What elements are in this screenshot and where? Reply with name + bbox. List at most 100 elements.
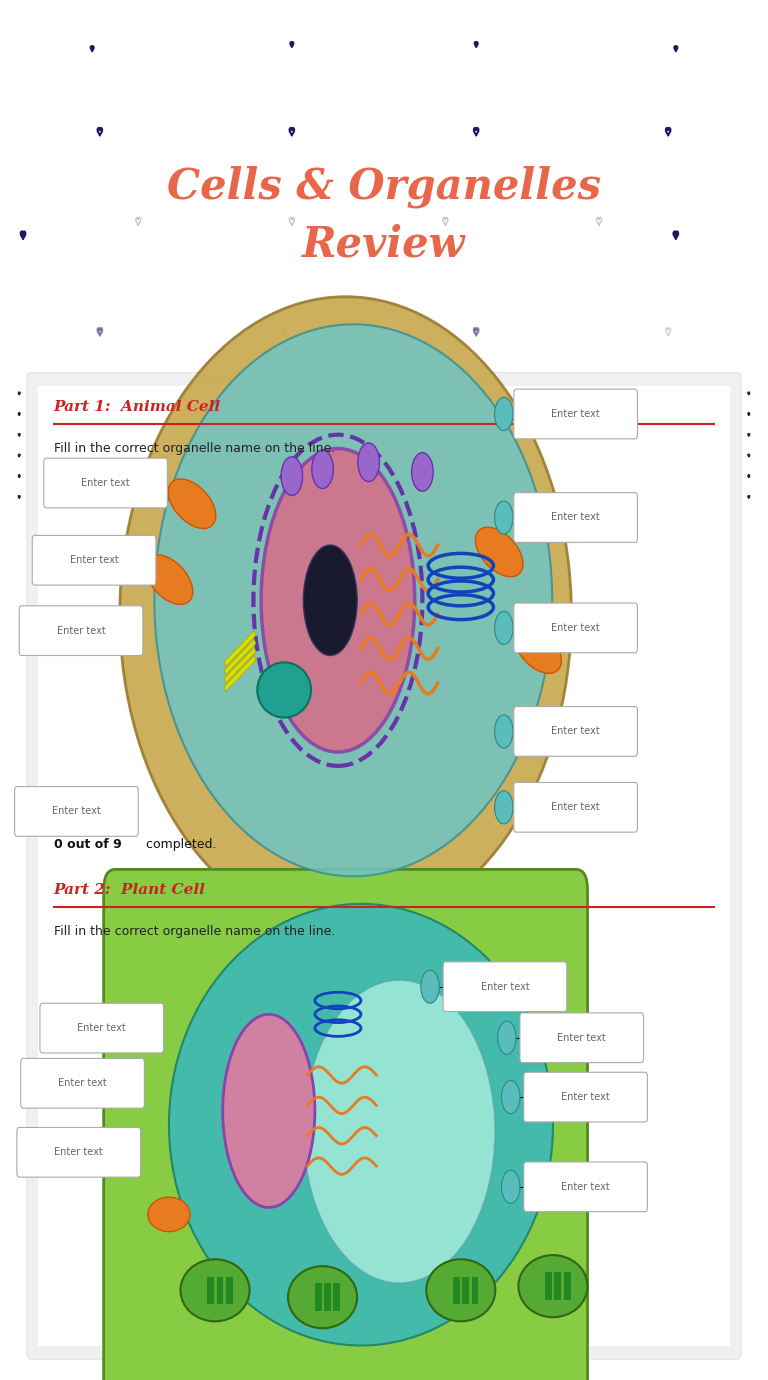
FancyBboxPatch shape: [104, 869, 588, 1380]
Bar: [564, 1272, 571, 1300]
Polygon shape: [18, 454, 20, 457]
Ellipse shape: [514, 624, 561, 673]
Circle shape: [281, 457, 303, 495]
FancyBboxPatch shape: [514, 493, 637, 542]
FancyBboxPatch shape: [15, 787, 138, 836]
Circle shape: [495, 791, 513, 824]
Circle shape: [412, 453, 433, 491]
Ellipse shape: [426, 1259, 495, 1322]
Bar: [207, 1276, 214, 1304]
Circle shape: [77, 795, 95, 828]
Ellipse shape: [257, 662, 311, 718]
FancyBboxPatch shape: [524, 1072, 647, 1122]
Circle shape: [102, 1012, 121, 1045]
Text: Enter text: Enter text: [561, 1092, 610, 1103]
Text: Part 2:  Plant Cell: Part 2: Plant Cell: [54, 883, 206, 897]
Text: Enter text: Enter text: [551, 622, 600, 633]
Bar: [462, 1276, 469, 1304]
FancyBboxPatch shape: [524, 1162, 647, 1212]
Circle shape: [94, 544, 113, 577]
Polygon shape: [748, 475, 750, 477]
Bar: [324, 1283, 331, 1311]
Text: Enter text: Enter text: [81, 477, 130, 489]
Circle shape: [81, 614, 100, 647]
Text: completed.: completed.: [142, 838, 217, 851]
Circle shape: [106, 466, 124, 500]
Ellipse shape: [180, 1259, 250, 1322]
FancyBboxPatch shape: [19, 606, 143, 656]
FancyBboxPatch shape: [443, 962, 567, 1012]
Polygon shape: [748, 433, 750, 436]
FancyBboxPatch shape: [520, 1013, 644, 1063]
Ellipse shape: [154, 324, 552, 876]
Polygon shape: [748, 413, 750, 415]
Bar: [217, 1276, 223, 1304]
Ellipse shape: [261, 448, 415, 752]
Circle shape: [495, 611, 513, 644]
Ellipse shape: [518, 1256, 588, 1317]
Ellipse shape: [168, 479, 216, 529]
Ellipse shape: [147, 1196, 190, 1231]
Polygon shape: [18, 475, 20, 477]
Circle shape: [358, 443, 379, 482]
Bar: [315, 1283, 322, 1311]
Bar: [226, 1276, 233, 1304]
FancyBboxPatch shape: [514, 389, 637, 439]
FancyBboxPatch shape: [514, 603, 637, 653]
Circle shape: [502, 1170, 520, 1203]
Polygon shape: [18, 392, 20, 395]
Bar: [472, 1276, 478, 1304]
Text: Enter text: Enter text: [561, 1181, 610, 1192]
Polygon shape: [748, 495, 750, 498]
Bar: [224, 647, 256, 683]
Ellipse shape: [303, 980, 495, 1283]
Bar: [333, 1283, 340, 1311]
Polygon shape: [18, 433, 20, 436]
FancyBboxPatch shape: [38, 386, 730, 1346]
Polygon shape: [18, 413, 20, 415]
Bar: [453, 1276, 460, 1304]
Text: Enter text: Enter text: [558, 1032, 606, 1043]
Polygon shape: [21, 232, 25, 239]
Circle shape: [502, 1081, 520, 1114]
FancyBboxPatch shape: [514, 782, 637, 832]
Ellipse shape: [223, 1014, 315, 1208]
Ellipse shape: [475, 527, 523, 577]
Text: Enter text: Enter text: [57, 625, 105, 636]
Circle shape: [312, 450, 333, 489]
Polygon shape: [474, 328, 478, 335]
Ellipse shape: [288, 1267, 357, 1328]
FancyBboxPatch shape: [21, 1058, 144, 1108]
Polygon shape: [98, 328, 102, 335]
Text: Fill in the correct organelle name on the line.: Fill in the correct organelle name on th…: [54, 925, 335, 938]
Text: Enter text: Enter text: [58, 1078, 107, 1089]
Ellipse shape: [303, 545, 357, 656]
Circle shape: [495, 397, 513, 431]
Circle shape: [83, 1067, 101, 1100]
Circle shape: [79, 1136, 98, 1169]
FancyBboxPatch shape: [44, 458, 167, 508]
Polygon shape: [18, 495, 20, 498]
FancyBboxPatch shape: [40, 1003, 164, 1053]
Text: Enter text: Enter text: [551, 802, 600, 813]
Text: 0 out of 9: 0 out of 9: [54, 838, 121, 851]
Text: Enter text: Enter text: [551, 408, 600, 420]
Text: Fill in the correct organelle name on the line.: Fill in the correct organelle name on th…: [54, 442, 335, 455]
Circle shape: [495, 715, 513, 748]
FancyBboxPatch shape: [32, 535, 156, 585]
Ellipse shape: [145, 555, 193, 604]
FancyBboxPatch shape: [17, 1127, 141, 1177]
Text: Enter text: Enter text: [70, 555, 118, 566]
Polygon shape: [748, 454, 750, 457]
Text: Review: Review: [303, 224, 465, 265]
Circle shape: [498, 1021, 516, 1054]
Text: Enter text: Enter text: [481, 981, 529, 992]
Text: Enter text: Enter text: [551, 726, 600, 737]
Text: Enter text: Enter text: [551, 512, 600, 523]
Polygon shape: [748, 392, 750, 395]
Ellipse shape: [120, 297, 571, 932]
Bar: [554, 1272, 561, 1300]
Text: Enter text: Enter text: [78, 1023, 126, 1034]
Text: Cells & Organelles: Cells & Organelles: [167, 166, 601, 207]
FancyBboxPatch shape: [514, 707, 637, 756]
